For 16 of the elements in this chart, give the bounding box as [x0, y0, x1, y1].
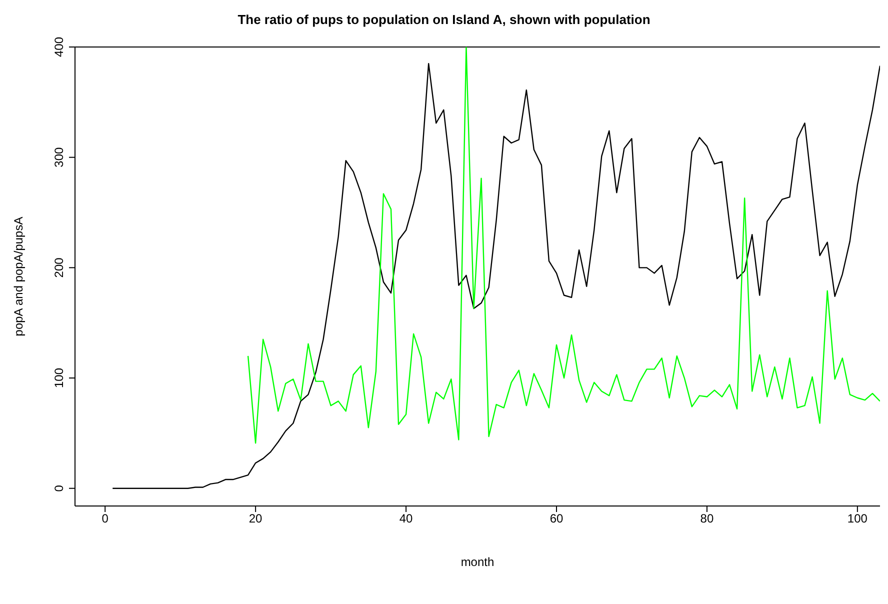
x-axis-title: month	[460, 555, 494, 569]
x-tick-label: 20	[248, 512, 263, 526]
y-tick-label: 200	[52, 257, 66, 278]
y-tick-label: 300	[52, 147, 66, 168]
line-series	[112, 62, 880, 489]
x-tick-label: 80	[700, 512, 714, 526]
y-axis-title: popA and popA/pupsA	[11, 216, 26, 336]
x-tick-label: 100	[847, 512, 868, 526]
y-tick-label: 100	[52, 368, 66, 388]
x-tick-label: 40	[399, 512, 414, 526]
line-series	[247, 47, 880, 444]
x-tick-label: 60	[550, 512, 564, 526]
y-tick-label: 0	[52, 484, 66, 492]
chart-title: The ratio of pups to population on Island A, shown with population	[236, 12, 652, 27]
y-tick-label: 400	[52, 36, 66, 58]
x-tick-label: 0	[102, 512, 109, 526]
